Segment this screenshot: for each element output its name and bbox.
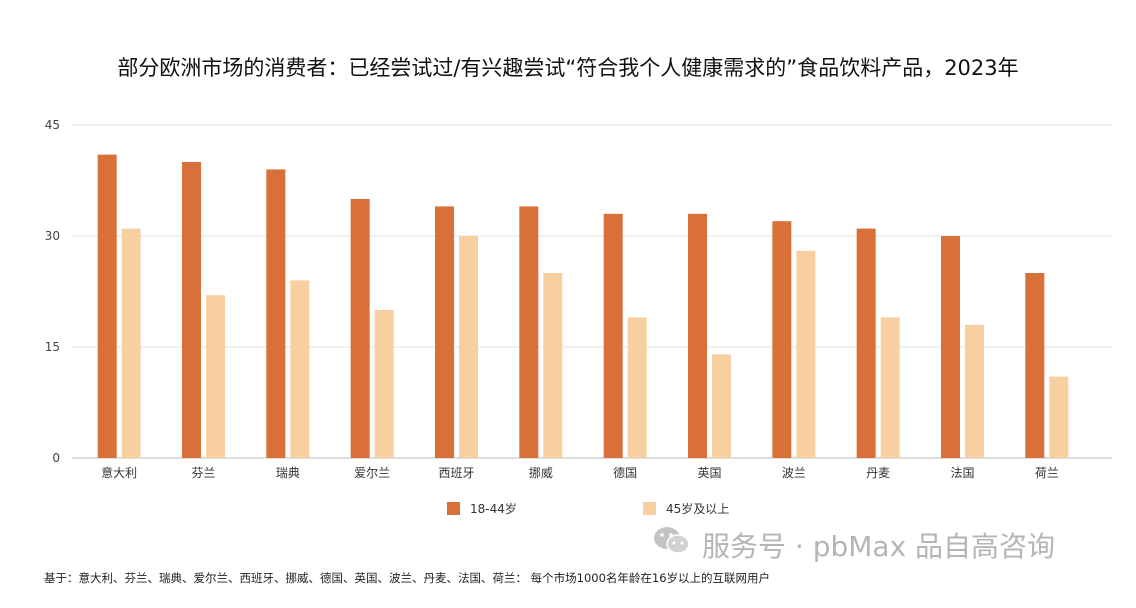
legend: 18-44岁 45岁及以上: [0, 500, 1136, 520]
bar-18-44: [435, 206, 454, 458]
legend-swatch-18-44: [447, 502, 460, 515]
bar-18-44: [941, 236, 960, 458]
watermark-text: 服务号 · pbMax 品自高咨询: [702, 529, 1056, 563]
x-tick-label: 法国: [950, 466, 974, 480]
legend-label-45plus: 45岁及以上: [666, 502, 730, 516]
x-tick-label: 丹麦: [866, 466, 890, 480]
legend-swatch-45plus: [643, 502, 656, 515]
bar-45plus: [206, 295, 225, 458]
bar-18-44: [772, 221, 792, 458]
bar-18-44: [97, 154, 117, 458]
x-tick-label: 意大利: [101, 465, 137, 480]
x-tick-label: 波兰: [782, 466, 806, 480]
bar-18-44: [688, 213, 707, 458]
y-tick-label: 0: [52, 451, 60, 465]
bar-45plus: [880, 317, 900, 458]
bar-18-44: [519, 206, 539, 458]
x-tick-label: 挪威: [529, 466, 553, 480]
bar-45plus: [459, 236, 478, 458]
bar-18-44: [350, 199, 370, 458]
bar-18-44: [603, 213, 623, 458]
y-tick-label: 30: [45, 229, 60, 243]
bar-18-44: [182, 162, 201, 458]
bar-45plus: [543, 273, 563, 458]
bar-45plus: [290, 280, 310, 458]
bar-45plus: [627, 317, 647, 458]
x-tick-label: 荷兰: [1035, 466, 1059, 480]
x-tick-label: 西班牙: [438, 466, 474, 480]
wechat-icon: [652, 524, 692, 565]
bar-45plus: [712, 354, 731, 458]
bar-45plus: [374, 310, 394, 458]
x-tick-label: 爱尔兰: [354, 465, 390, 480]
bar-18-44: [856, 228, 876, 458]
footnote: 基于：意大利、芬兰、瑞典、爱尔兰、西班牙、挪威、德国、英国、波兰、丹麦、法国、荷…: [44, 571, 771, 585]
y-tick-label: 15: [45, 340, 60, 354]
y-tick-label: 45: [45, 118, 60, 132]
bar-18-44: [266, 169, 286, 458]
legend-label-18-44: 18-44岁: [470, 502, 517, 516]
x-tick-label: 英国: [697, 466, 721, 480]
x-tick-label: 德国: [613, 465, 637, 480]
x-tick-label: 瑞典: [276, 466, 300, 480]
bar-45plus: [965, 324, 984, 458]
bar-45plus: [121, 228, 141, 458]
bar-45plus: [1049, 376, 1069, 458]
watermark: 服务号 · pbMax 品自高咨询: [652, 524, 1055, 565]
legend-item-45plus: 45岁及以上: [643, 500, 729, 517]
bar-45plus: [796, 250, 816, 458]
bar-18-44: [1025, 273, 1045, 458]
bar-chart: 0 15 30 45 意大利 芬兰 瑞典 爱尔兰 西班牙 挪威 德国 英国 波兰 丹麦 法国 荷兰: [45, 118, 1112, 480]
chart-title: 部分欧洲市场的消费者：已经尝试过/有兴趣尝试“符合我个人健康需求的”食品饮料产品…: [117, 56, 1019, 80]
x-tick-label: 芬兰: [191, 466, 215, 480]
legend-item-18-44: 18-44岁: [447, 500, 517, 517]
